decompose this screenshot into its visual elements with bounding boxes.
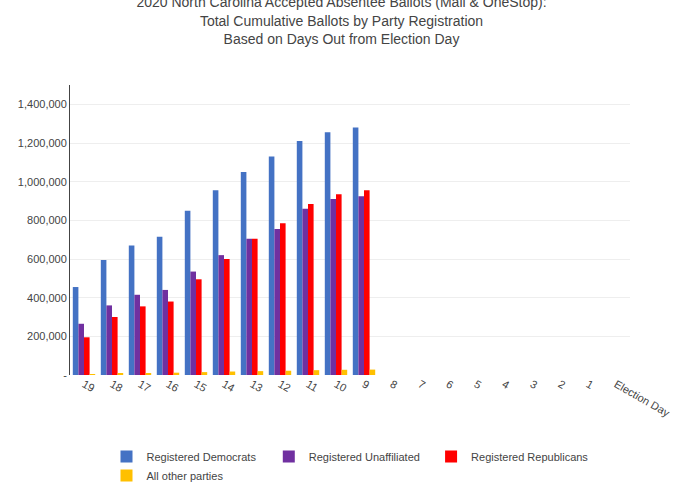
svg-text:15: 15 <box>192 378 209 395</box>
svg-text:Registered Republicans: Registered Republicans <box>471 451 588 463</box>
svg-text:3: 3 <box>528 378 539 391</box>
svg-text:1: 1 <box>584 378 595 391</box>
svg-text:Election Day: Election Day <box>612 378 672 420</box>
svg-text:10: 10 <box>332 378 349 395</box>
svg-text:9: 9 <box>360 378 371 391</box>
svg-text:6: 6 <box>444 378 455 391</box>
svg-text:2020 North Carolina Accepted A: 2020 North Carolina Accepted Absentee Ba… <box>136 0 546 47</box>
svg-text:All other parties: All other parties <box>147 470 224 482</box>
svg-text:600,000: 600,000 <box>27 253 67 265</box>
svg-text:200,000: 200,000 <box>27 330 67 342</box>
svg-text:1,200,000: 1,200,000 <box>18 137 67 149</box>
svg-text:14: 14 <box>220 378 237 395</box>
svg-text:7: 7 <box>416 378 427 391</box>
svg-text:2: 2 <box>556 378 567 391</box>
svg-text:13: 13 <box>248 378 265 395</box>
svg-text:1,000,000: 1,000,000 <box>18 176 67 188</box>
svg-text:-: - <box>63 369 67 381</box>
svg-text:17: 17 <box>136 378 153 395</box>
svg-text:800,000: 800,000 <box>27 214 67 226</box>
svg-text:19: 19 <box>80 378 97 395</box>
svg-text:1,400,000: 1,400,000 <box>18 98 67 110</box>
svg-text:400,000: 400,000 <box>27 292 67 304</box>
svg-text:12: 12 <box>276 378 293 395</box>
svg-text:18: 18 <box>108 378 125 395</box>
svg-text:11: 11 <box>304 378 320 394</box>
svg-text:4: 4 <box>500 378 511 391</box>
svg-text:16: 16 <box>164 378 181 395</box>
svg-text:Registered Democrats: Registered Democrats <box>147 451 257 463</box>
svg-text:Registered Unaffiliated: Registered Unaffiliated <box>309 451 420 463</box>
svg-text:5: 5 <box>472 378 483 391</box>
svg-text:8: 8 <box>388 378 399 391</box>
